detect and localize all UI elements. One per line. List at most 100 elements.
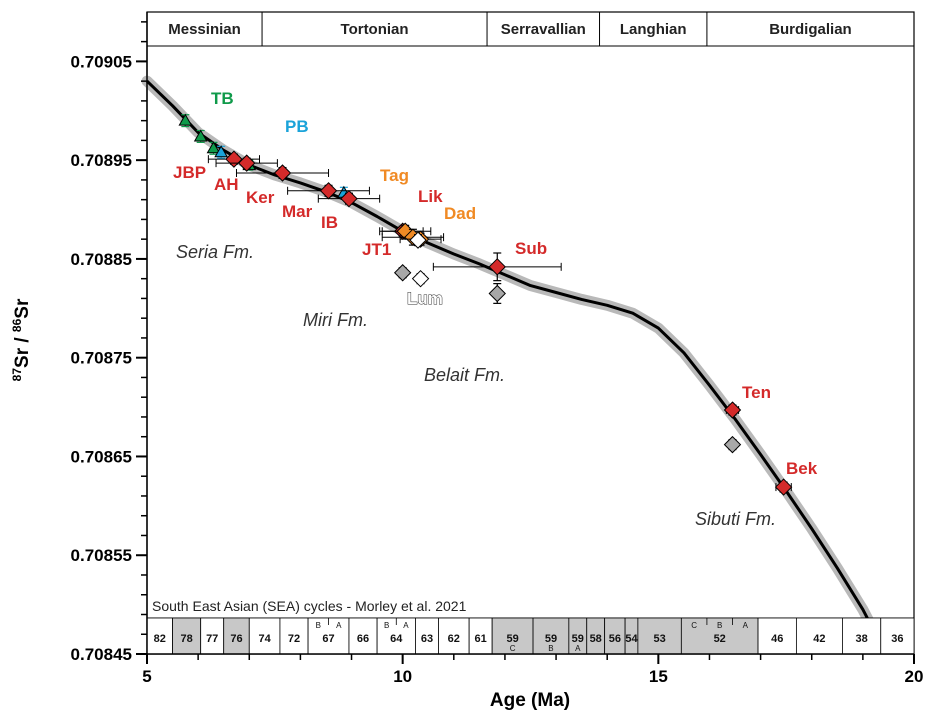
formation-seria: Seria Fm. — [176, 242, 254, 262]
cycle-label-42: 42 — [813, 633, 825, 645]
label-dad: Dad — [444, 204, 476, 223]
label-tag: Tag — [380, 166, 409, 185]
cycle-cell-53 — [637, 617, 682, 655]
cycle-label-52: 52 — [714, 633, 726, 645]
label-jt1: JT1 — [362, 240, 391, 259]
cycle-label-59: 59 — [545, 633, 557, 645]
formation-miri: Miri Fm. — [303, 310, 368, 330]
cycle-cell-66 — [348, 617, 378, 655]
cycle-cell-59 — [491, 617, 534, 655]
reference-curve — [141, 75, 887, 650]
lum-point-0 — [409, 231, 427, 249]
ib-point-4 — [340, 189, 358, 208]
cycle-label-59: 59 — [572, 633, 584, 645]
x-tick-label: 20 — [905, 667, 924, 686]
cycle-sub-label: A — [336, 621, 342, 630]
point-labels: TB PB JBP AH Ker Mar IB Tag Lik Dad JT1 … — [173, 89, 818, 478]
label-jbp: JBP — [173, 163, 206, 182]
data-points — [178, 113, 793, 496]
label-ker: Ker — [246, 188, 275, 207]
y-tick-label: 0.70865 — [71, 447, 132, 466]
gray-samples-point-1 — [488, 284, 506, 303]
y-tick-label: 0.70895 — [71, 151, 132, 170]
ker-point-2 — [273, 164, 292, 182]
cycle-label-72: 72 — [288, 633, 300, 645]
lum-point-1 — [411, 269, 430, 288]
formation-sibuti: Sibuti Fm. — [695, 509, 776, 529]
cycle-label-63: 63 — [421, 633, 433, 645]
cycle-label-82: 82 — [154, 633, 166, 645]
cycle-cell-59 — [532, 617, 570, 655]
formation-belait: Belait Fm. — [424, 365, 505, 385]
gray-samples-point-0 — [393, 264, 412, 282]
cycle-label-67: 67 — [322, 633, 334, 645]
cycle-label-78: 78 — [181, 633, 193, 645]
reference-curve-band — [141, 75, 887, 650]
cycle-label-74: 74 — [258, 633, 271, 645]
cycle-label-61: 61 — [475, 633, 487, 645]
label-ah: AH — [214, 175, 239, 194]
stage-header: Messinian Tortonian Serravallian Langhian Bu… — [147, 12, 914, 47]
cycle-sub-label: B — [717, 621, 722, 630]
label-lik: Lik — [418, 187, 443, 206]
cycle-sub-label: B — [316, 621, 321, 630]
y-axis-title: 87Sr / 86Sr — [10, 298, 33, 381]
cycle-label-38: 38 — [855, 633, 867, 645]
label-bek: Bek — [786, 459, 818, 478]
cycle-sub-label: A — [403, 621, 409, 630]
pb-point-0 — [214, 145, 229, 158]
stage-label-langhian: Langhian — [620, 21, 687, 38]
cycle-label-36: 36 — [891, 633, 903, 645]
cycle-cell-36 — [880, 617, 915, 655]
y-tick-label: 0.70845 — [71, 645, 132, 664]
ah-point-1 — [238, 154, 256, 172]
cycle-sub-label: B — [384, 621, 389, 630]
label-sub: Sub — [515, 239, 547, 258]
cycle-sub-label: C — [510, 644, 516, 653]
cycle-sub-label: B — [548, 644, 553, 653]
bek-point-8 — [774, 478, 793, 496]
cycle-sub-label: A — [743, 621, 749, 630]
y-tick-label: 0.70875 — [71, 349, 132, 368]
stage-label-messinian: Messinian — [168, 21, 241, 38]
tb-point-1 — [193, 129, 208, 142]
label-mar: Mar — [282, 202, 313, 221]
cycle-cell-74 — [248, 617, 281, 655]
y-base-1: Sr / — [12, 332, 33, 368]
cycle-cell-38 — [842, 617, 882, 655]
x-tick-label: 15 — [649, 667, 668, 686]
cycle-label-53: 53 — [653, 633, 665, 645]
y-tick-label: 0.70855 — [71, 546, 132, 565]
y-tick-label: 0.70905 — [71, 52, 132, 71]
label-ten: Ten — [742, 383, 771, 402]
sub-point-6 — [488, 258, 506, 276]
cycle-label-62: 62 — [448, 633, 460, 645]
y-sup-1: 87 — [10, 368, 24, 382]
cycle-label-64: 64 — [390, 633, 403, 645]
label-tb: TB — [211, 89, 234, 108]
cycles-title: South East Asian (SEA) cycles - Morley e… — [152, 598, 467, 614]
x-tick-label: 5 — [142, 667, 151, 686]
cycle-cell-62 — [438, 617, 470, 655]
y-base-2: Sr — [12, 298, 33, 319]
y-tick-label: 0.70885 — [71, 250, 132, 269]
formation-labels: Seria Fm. Miri Fm. Belait Fm. Sibuti Fm. — [176, 242, 776, 529]
label-ib: IB — [321, 213, 338, 232]
cycle-cell-76 — [223, 617, 250, 655]
cycle-cell-72 — [279, 617, 309, 655]
cycle-cell-52 — [680, 617, 759, 655]
y-axis: 0.70845 0.70855 0.70865 0.70875 0.70885 0.708… — [71, 12, 148, 664]
cycle-label-77: 77 — [206, 633, 218, 645]
cycle-sub-label: A — [575, 644, 581, 653]
ten-point-7 — [723, 401, 742, 419]
x-tick-label: 10 — [393, 667, 412, 686]
cycle-cell-78 — [172, 617, 202, 655]
cycle-label-58: 58 — [590, 633, 602, 645]
stage-label-burdigalian: Burdigalian — [769, 21, 852, 38]
stage-label-serravallian: Serravallian — [501, 21, 586, 38]
label-pb: PB — [285, 117, 309, 136]
cycle-label-76: 76 — [230, 633, 242, 645]
cycle-label-59: 59 — [506, 633, 518, 645]
stage-label-tortonian: Tortonian — [341, 21, 409, 38]
